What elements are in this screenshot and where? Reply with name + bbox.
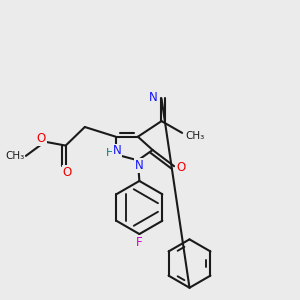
Text: O: O: [176, 161, 185, 174]
Text: N: N: [149, 91, 158, 104]
Text: H: H: [106, 148, 115, 158]
Text: CH₃: CH₃: [186, 131, 205, 141]
Text: CH₃: CH₃: [5, 151, 24, 161]
Text: O: O: [62, 166, 72, 178]
Text: N: N: [135, 159, 144, 172]
Text: F: F: [136, 236, 143, 249]
Text: N: N: [113, 144, 122, 158]
Text: O: O: [37, 132, 46, 145]
